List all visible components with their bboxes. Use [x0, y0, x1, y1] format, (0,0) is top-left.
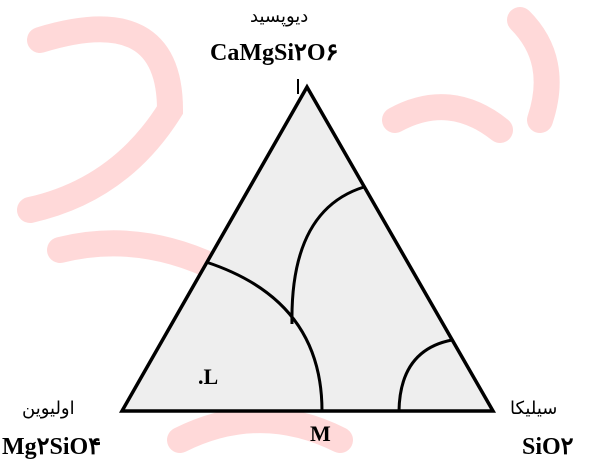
- boundary-central-field: [290, 185, 365, 325]
- boundary-silica-field: [397, 338, 453, 412]
- point-M-label: M: [310, 421, 331, 446]
- diopside-name: دیوپسید: [250, 6, 309, 27]
- olivine-name: اولیوین: [22, 398, 75, 419]
- olivine-formula: Mg۲SiO۴: [2, 434, 102, 460]
- silica-formula: SiO۲: [522, 434, 574, 460]
- silica-name: سیلیکا: [510, 398, 558, 419]
- diopside-formula: CaMgSi۲O۶: [210, 40, 339, 66]
- point-L-label: .L: [198, 364, 219, 389]
- composition-triangle: [118, 83, 497, 413]
